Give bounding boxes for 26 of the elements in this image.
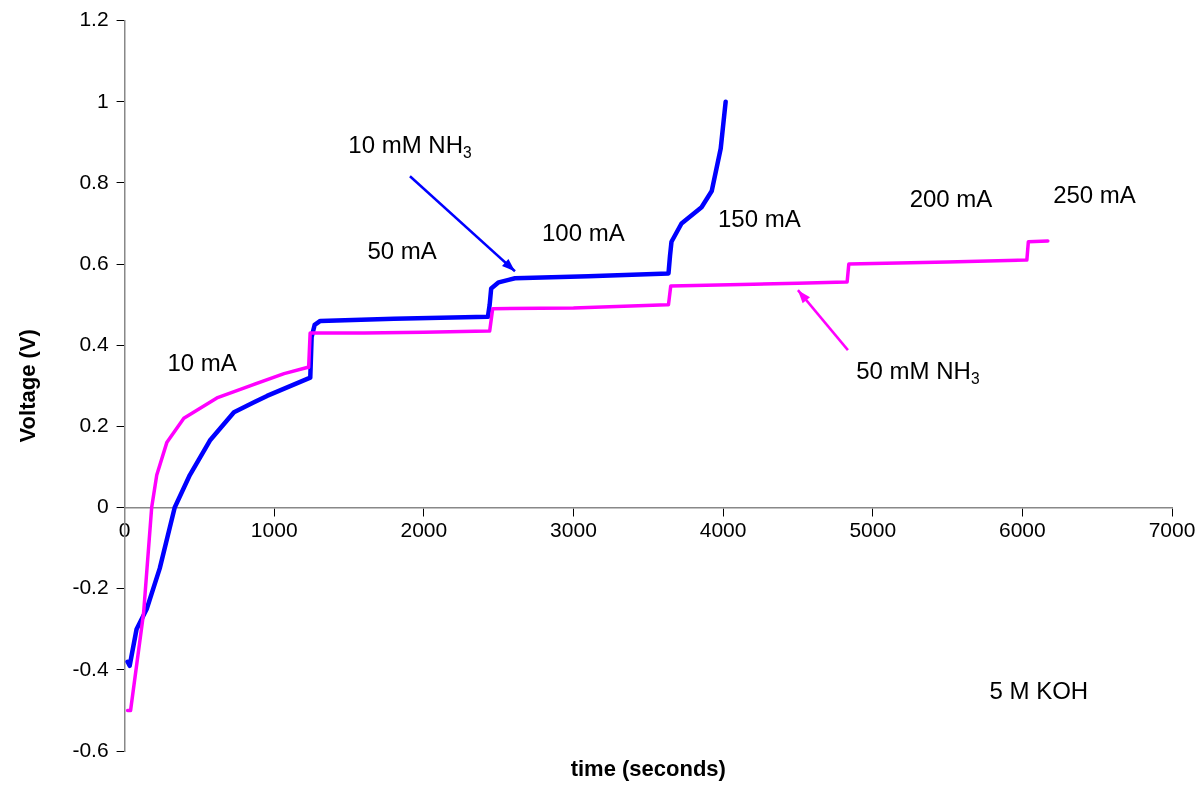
annotation: 50 mA bbox=[367, 237, 437, 265]
x-tick-label: 5000 bbox=[849, 517, 897, 541]
annotation: 10 mA bbox=[167, 348, 237, 376]
y-tick-label: -0.6 bbox=[72, 737, 109, 761]
y-tick-label: -0.2 bbox=[72, 575, 109, 599]
y-tick-label: -0.4 bbox=[72, 656, 109, 680]
x-tick-label: 6000 bbox=[999, 517, 1046, 541]
x-tick-label: 7000 bbox=[1148, 517, 1196, 541]
y-tick-label: 0.8 bbox=[79, 169, 109, 193]
y-tick-label: 1 bbox=[96, 88, 109, 112]
y-axis-title: Voltage (V) bbox=[15, 329, 41, 443]
y-tick-label: 0 bbox=[96, 494, 109, 518]
annotation: 250 mA bbox=[1053, 180, 1136, 208]
annotation: 200 mA bbox=[909, 184, 993, 212]
annotation: 100 mA bbox=[542, 219, 625, 247]
annotation: 150 mA bbox=[717, 204, 801, 232]
y-tick-label: 0.6 bbox=[79, 250, 109, 274]
x-tick-label: 2000 bbox=[400, 517, 448, 541]
x-axis-title: time (seconds) bbox=[570, 756, 726, 781]
x-tick-label: 3000 bbox=[550, 517, 597, 541]
y-tick-label: 0.4 bbox=[79, 332, 109, 356]
x-tick-label: 4000 bbox=[699, 517, 747, 541]
x-tick-label: 1000 bbox=[250, 517, 298, 541]
annotation: 5 M KOH bbox=[989, 677, 1089, 705]
y-tick-label: 0.2 bbox=[79, 413, 109, 437]
y-tick-label: 1.2 bbox=[79, 7, 109, 31]
